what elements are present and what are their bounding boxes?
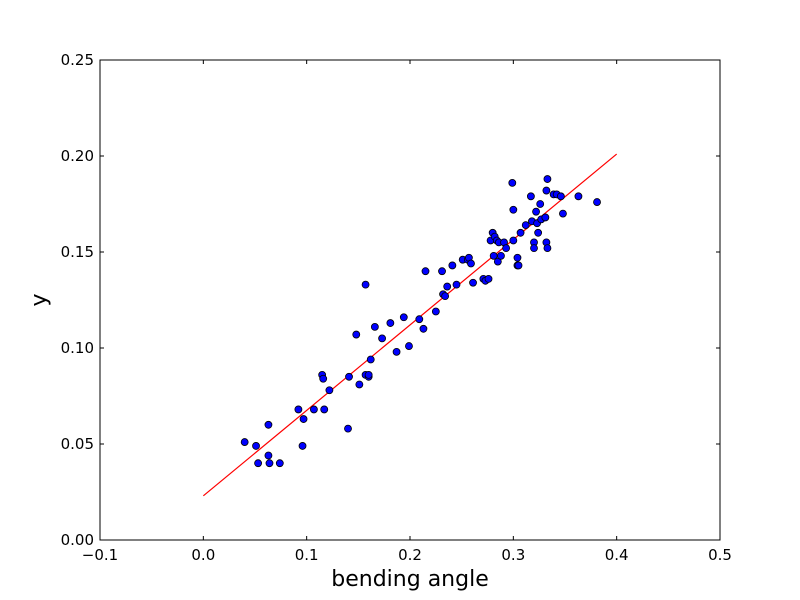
fit-line-layer [202,153,618,497]
data-point [415,315,424,324]
y-tick-label: 0.05 [61,435,94,453]
data-point [516,228,525,237]
data-point [352,330,361,339]
data-point [264,451,273,460]
data-point [240,438,249,446]
data-point [320,405,329,414]
data-point [345,372,353,381]
data-point [574,192,583,201]
data-point [370,322,379,331]
data-point [378,334,387,343]
data-point [298,442,307,450]
data-point [534,228,543,237]
data-point [593,198,601,206]
data-point [344,424,352,433]
data-point [431,307,440,316]
data-point [438,267,446,276]
data-point [527,192,535,201]
fit-line [202,153,618,497]
data-point [421,267,430,276]
data-point [508,178,517,187]
data-point [309,405,318,414]
data-point [469,278,477,287]
data-point [497,251,505,260]
data-point [543,244,552,253]
data-point [364,370,373,379]
data-point [452,280,461,289]
data-point [254,459,263,468]
data-point [405,342,413,350]
x-tick-label: 0.0 [191,546,215,564]
data-point [502,244,511,253]
data-point [530,244,538,253]
data-point [536,200,545,208]
y-tick-label: 0.20 [61,147,94,165]
data-point [514,261,523,270]
data-point [399,313,408,322]
axis-tick-labels: −0.1 0.0 0.1 0.2 0.3 0.4 0.5 0.00 0.05 0.10 0.15 0.… [61,51,732,564]
data-point [355,380,364,389]
y-tick-label: 0.15 [61,243,94,261]
data-point [366,355,375,364]
data-point [361,280,370,289]
data-point [542,186,551,195]
data-point [543,175,552,183]
data-point [299,415,308,423]
x-tick-label: 0.2 [398,546,422,564]
plot-area-frame [99,59,721,541]
x-tick-label: 0.1 [295,546,319,564]
data-point [484,274,493,283]
y-tick-label: 0.00 [61,531,94,549]
y-tick-label: 0.10 [61,339,94,357]
data-point [513,253,522,262]
data-point [264,420,273,429]
data-point [392,347,401,356]
y-tick-label: 0.25 [61,51,94,69]
data-point [265,459,274,468]
x-tick-label: 0.5 [708,546,732,564]
data-point [559,209,567,218]
data-point [448,261,457,270]
data-point [467,259,475,268]
x-tick-label: 0.4 [605,546,629,564]
data-point [419,324,428,333]
x-axis-label: bending angle [331,567,488,592]
data-point [541,213,550,222]
data-point [509,205,518,214]
data-point [275,459,284,468]
data-point [556,192,565,201]
data-point [509,236,518,245]
data-point [386,319,395,327]
data-point [325,386,334,395]
data-point [443,282,452,291]
data-points [240,175,601,468]
data-point [441,292,450,301]
data-point [521,221,530,230]
y-axis-label: y [27,293,52,306]
data-point [252,442,260,450]
x-tick-label: −0.1 [82,546,118,564]
data-point [319,374,328,383]
x-tick-label: 0.3 [501,546,525,564]
data-point [532,207,540,216]
data-point [294,405,303,414]
